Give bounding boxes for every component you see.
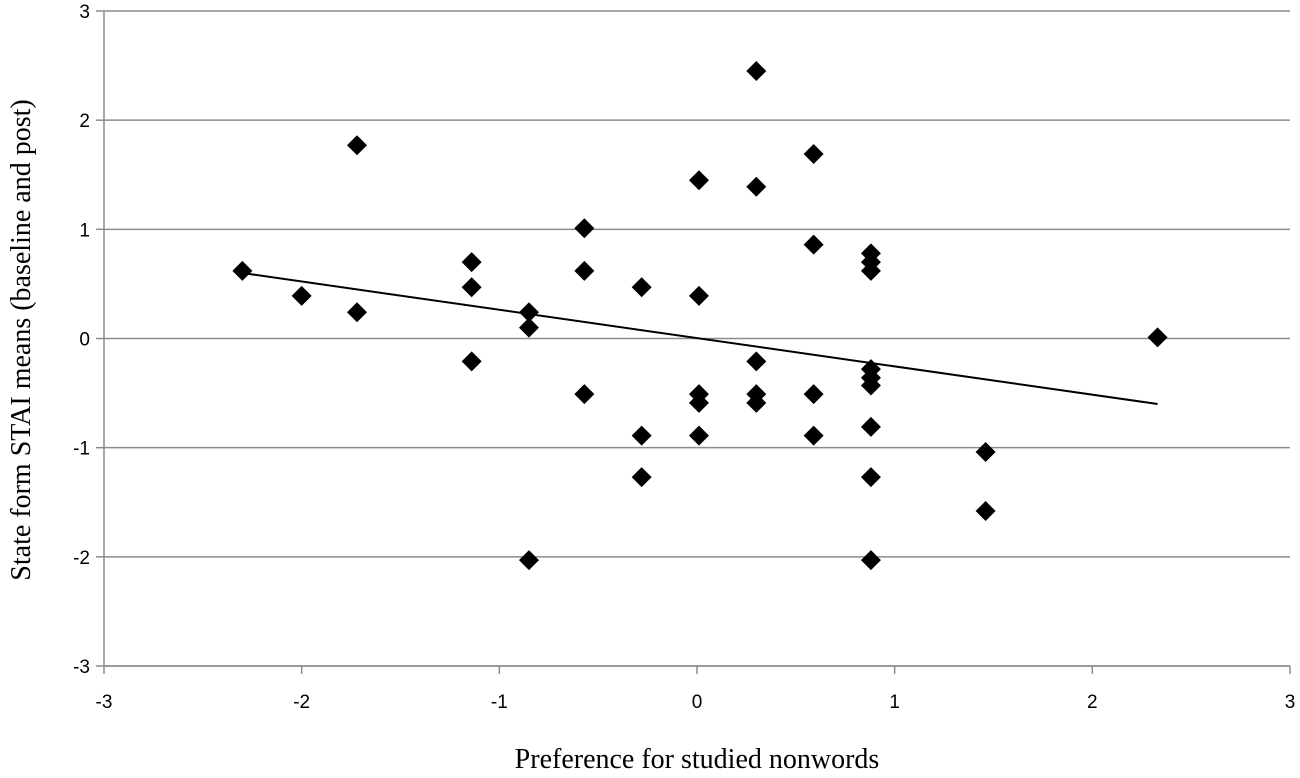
y-tick-label: 0 bbox=[79, 330, 90, 351]
y-tick-label: -3 bbox=[73, 657, 90, 678]
data-point bbox=[574, 260, 595, 281]
data-point bbox=[860, 260, 881, 281]
data-point bbox=[232, 260, 253, 281]
data-point bbox=[631, 277, 652, 298]
data-point bbox=[746, 61, 767, 82]
data-point bbox=[518, 302, 539, 323]
data-point bbox=[574, 384, 595, 405]
data-point bbox=[688, 392, 709, 413]
data-point bbox=[347, 135, 368, 156]
data-point bbox=[860, 375, 881, 396]
x-tick-label: -2 bbox=[293, 692, 310, 713]
data-point bbox=[860, 416, 881, 437]
data-point bbox=[461, 252, 482, 273]
y-tick-label: 1 bbox=[79, 220, 90, 241]
data-point bbox=[688, 285, 709, 306]
data-point bbox=[518, 317, 539, 338]
axes bbox=[96, 10, 1291, 674]
data-point bbox=[461, 277, 482, 298]
data-point bbox=[803, 234, 824, 255]
x-tick-label: 0 bbox=[692, 692, 703, 713]
data-point bbox=[746, 176, 767, 197]
x-tick-label: 2 bbox=[1087, 692, 1098, 713]
y-tick-label: 2 bbox=[79, 111, 90, 132]
data-point bbox=[975, 442, 996, 463]
data-point bbox=[461, 351, 482, 372]
data-point bbox=[803, 384, 824, 405]
data-point bbox=[746, 392, 767, 413]
trendline-layer bbox=[242, 272, 1158, 405]
data-point bbox=[688, 170, 709, 191]
data-point bbox=[291, 285, 312, 306]
y-tick-label: -2 bbox=[73, 548, 90, 569]
y-tick-label: 3 bbox=[79, 2, 90, 23]
y-axis-title: State form STAI means (baseline and post… bbox=[6, 99, 37, 580]
x-tick-label: -1 bbox=[491, 692, 508, 713]
data-point bbox=[860, 550, 881, 571]
data-point bbox=[975, 500, 996, 521]
y-tick-label: -1 bbox=[73, 439, 90, 460]
data-point bbox=[860, 467, 881, 488]
trendline bbox=[242, 272, 1158, 405]
data-point bbox=[688, 425, 709, 446]
data-point bbox=[574, 218, 595, 239]
data-point bbox=[1147, 327, 1168, 348]
data-point bbox=[631, 425, 652, 446]
data-point bbox=[746, 351, 767, 372]
x-tick-label: 1 bbox=[889, 692, 900, 713]
data-point bbox=[347, 302, 368, 323]
data-point bbox=[803, 425, 824, 446]
data-point bbox=[803, 144, 824, 165]
data-points bbox=[232, 61, 1168, 571]
x-tick-label: -3 bbox=[96, 692, 113, 713]
x-tick-label: 3 bbox=[1285, 692, 1296, 713]
x-axis-title: Preference for studied nonwords bbox=[515, 744, 880, 775]
data-point bbox=[518, 550, 539, 571]
tick-labels: 3 2 1 0 -1 -2 -3 -3 -2 -1 0 1 2 3 bbox=[73, 2, 1295, 713]
data-point bbox=[631, 467, 652, 488]
